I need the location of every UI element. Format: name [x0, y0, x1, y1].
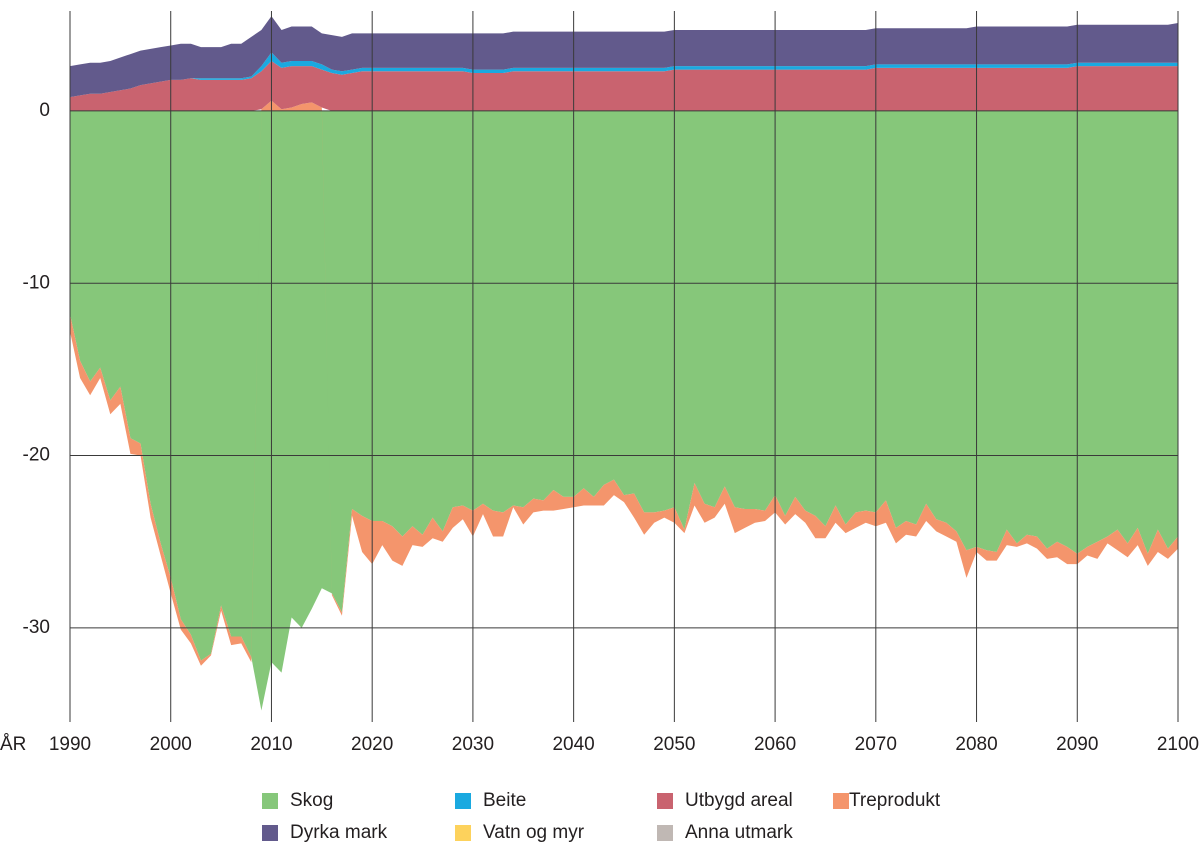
legend-label: Utbygd areal [685, 790, 793, 811]
y-tick-label: -20 [23, 445, 50, 466]
x-axis-label: ÅR [0, 734, 26, 755]
legend-label: Vatn og myr [483, 822, 585, 843]
legend-swatch [262, 793, 278, 809]
legend-label: Beite [483, 790, 526, 811]
y-tick-label: 0 [39, 100, 50, 121]
area [70, 110, 1178, 711]
x-tick-label: 2090 [1056, 734, 1098, 755]
x-tick-label: 2000 [150, 734, 192, 755]
x-tick-label: 1990 [49, 734, 91, 755]
x-tick-label: 2020 [351, 734, 393, 755]
area [70, 16, 1178, 98]
legend-swatch [657, 793, 673, 809]
x-tick-label: 2040 [552, 734, 594, 755]
x-tick-label: 2100 [1157, 734, 1199, 755]
legend-swatch [455, 825, 471, 841]
x-tick-label: 2030 [452, 734, 494, 755]
legend-label: Treprodukt [849, 790, 941, 811]
area [70, 60, 1178, 111]
x-tick-label: 2070 [855, 734, 897, 755]
legend-swatch [455, 793, 471, 809]
x-tick-label: 2050 [653, 734, 695, 755]
legend-label: Skog [290, 790, 333, 811]
x-tick-label: 2010 [250, 734, 292, 755]
y-tick-label: -10 [23, 272, 50, 293]
y-tick-label: -30 [23, 617, 50, 638]
legend-swatch [833, 793, 849, 809]
x-tick-label: 2060 [754, 734, 796, 755]
legend-swatch [657, 825, 673, 841]
legend-swatch [262, 825, 278, 841]
x-tick-label: 2080 [955, 734, 997, 755]
legend-label: Anna utmark [685, 822, 793, 843]
legend-label: Dyrka mark [290, 822, 388, 843]
